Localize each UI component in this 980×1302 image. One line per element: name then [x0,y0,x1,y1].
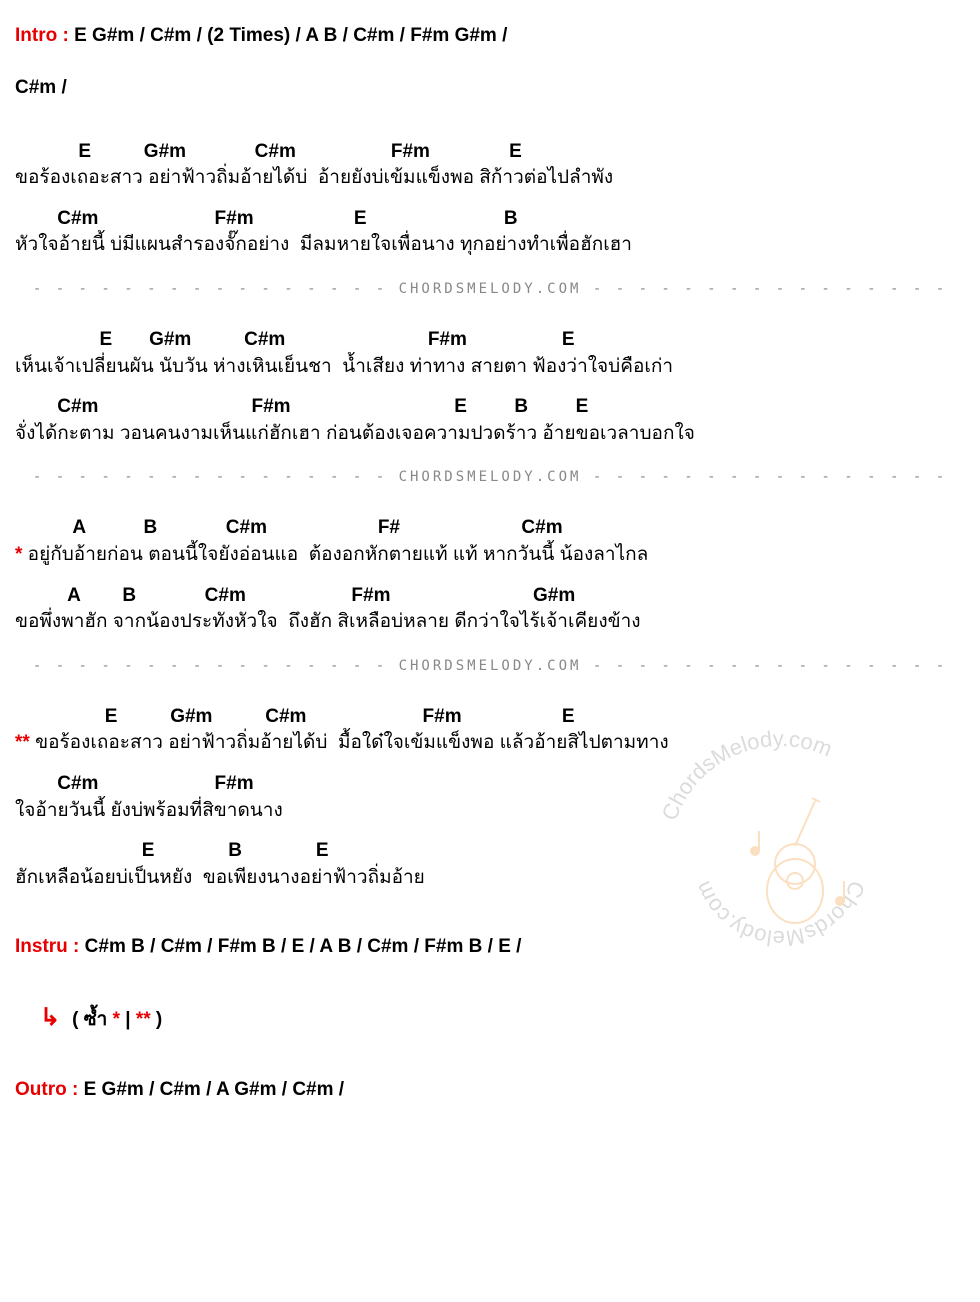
verse-2: E G#m C#m F#m E เห็นเจ้าเปลี่ยนผัน นับวั… [15,327,965,447]
verse-1: E G#m C#m F#m E ขอร้องเถอะสาว อย่าฟ้าวถิ… [15,139,965,259]
chorus2-chord1: E G#m C#m F#m E [15,704,965,731]
intro-section-2: C#m / [15,67,965,109]
chorus2-chord2: C#m F#m [15,771,965,798]
instru-section: Instru : C#m B / C#m / F#m B / E / A B /… [15,926,965,968]
outro-chords: E G#m / C#m / A G#m / C#m / [78,1079,344,1100]
instru-chords: C#m B / C#m / F#m B / E / A B / C#m / F#… [79,936,521,957]
intro-chords-1: E G#m / C#m / (2 Times) / A B / C#m / F#… [69,25,508,46]
repeat-arrow-icon: ↳ [40,1004,60,1031]
chorus1-lyric1: * อยู่กับอ้ายก่อน ตอนนี้ใจยังอ่อนแอ ต้อง… [15,542,965,569]
verse1-chord1: E G#m C#m F#m E [15,139,965,166]
instru-label: Instru : [15,936,79,957]
chorus2-chord3: E B E [15,838,965,865]
repeat-section: ↳ ( ซ้ำ * | ** ) [15,1003,965,1034]
repeat-star2: ** [136,1009,151,1030]
repeat-open: ( ซ้ำ [72,1009,112,1030]
repeat-star1: * [113,1009,120,1030]
chorus1-chord1: A B C#m F# C#m [15,515,965,542]
chorus2-lyric3: ฮักเหลือน้อยบ่เป็นหยัง ขอเพียงนางอย่าฟ้า… [15,865,965,892]
repeat-sep: | [120,1009,136,1030]
chorus2-lyric2: ใจอ้ายวันนี้ ยังบ่พร้อมที่สิขาดนาง [15,798,965,825]
chorus2-lyric1-text: ขอร้องเถอะสาว อย่าฟ้าวถิ่มอ้ายได้บ่ มื้อ… [30,732,669,753]
verse2-chord1: E G#m C#m F#m E [15,327,965,354]
outro-section: Outro : E G#m / C#m / A G#m / C#m / [15,1069,965,1111]
chorus1-chord2: A B C#m F#m G#m [15,583,965,610]
chorus-1: A B C#m F# C#m * อยู่กับอ้ายก่อน ตอนนี้ใ… [15,515,965,635]
intro-section: Intro : E G#m / C#m / (2 Times) / A B / … [15,15,965,57]
verse2-lyric1: เห็นเจ้าเปลี่ยนผัน นับวัน ห่างเหินเย็นชา… [15,354,965,381]
chorus2-lyric1: ** ขอร้องเถอะสาว อย่าฟ้าวถิ่มอ้ายได้บ่ ม… [15,730,965,757]
chorus-2: E G#m C#m F#m E ** ขอร้องเถอะสาว อย่าฟ้า… [15,704,965,892]
intro-chords-2: C#m / [15,77,67,98]
divider-1: - - - - - - - - - - - - - - - - CHORDSME… [15,281,965,297]
divider-3: - - - - - - - - - - - - - - - - CHORDSME… [15,658,965,674]
verse2-lyric2: จั่งได้กะตาม วอนคนงามเห็นแก่ฮักเฮา ก่อนต… [15,421,965,448]
repeat-close: ) [151,1009,163,1030]
star-2: ** [15,732,30,753]
verse1-lyric1: ขอร้องเถอะสาว อย่าฟ้าวถิ่มอ้ายได้บ่ อ้าย… [15,165,965,192]
divider-2: - - - - - - - - - - - - - - - - CHORDSME… [15,469,965,485]
chorus1-lyric2: ขอพึ่งพาฮัก จากน้องประทังหัวใจ ถึงฮัก สิ… [15,609,965,636]
intro-label: Intro : [15,25,69,46]
verse1-chord2: C#m F#m E B [15,206,965,233]
verse1-lyric2: หัวใจอ้ายนี้ บ่มีแผนสำรองจั๊กอย่าง มีลมห… [15,232,965,259]
outro-label: Outro : [15,1079,78,1100]
chorus1-lyric1-text: อยู่กับอ้ายก่อน ตอนนี้ใจยังอ่อนแอ ต้องอก… [22,544,648,565]
verse2-chord2: C#m F#m E B E [15,394,965,421]
